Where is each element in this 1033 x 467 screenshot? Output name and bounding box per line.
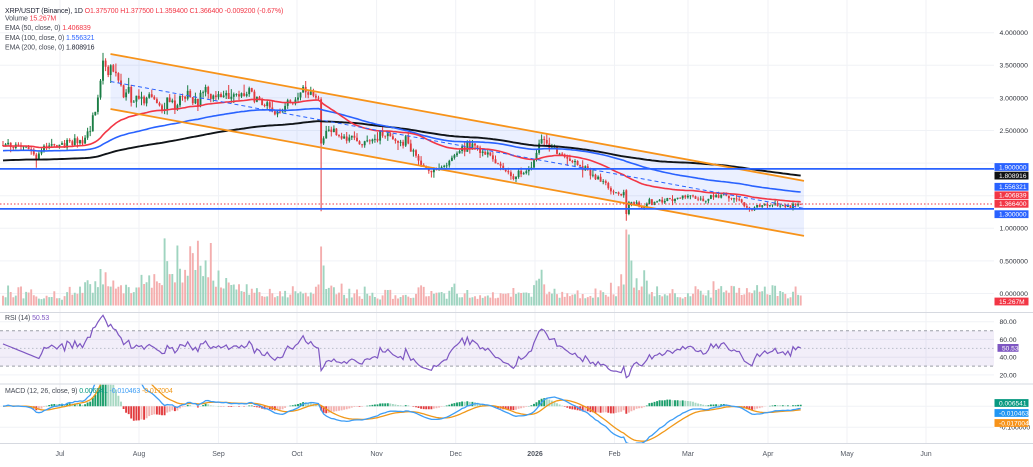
svg-text:15.267M: 15.267M (999, 299, 1025, 306)
svg-text:Oct: Oct (292, 451, 303, 458)
svg-text:1.000000: 1.000000 (1000, 226, 1029, 233)
svg-text:Volume 15.267M: Volume 15.267M (5, 16, 56, 23)
svg-text:Mar: Mar (682, 451, 695, 458)
svg-text:May: May (840, 451, 854, 458)
svg-text:0.000000: 0.000000 (1000, 291, 1029, 298)
svg-text:3.000000: 3.000000 (1000, 95, 1029, 102)
svg-text:Sep: Sep (212, 451, 225, 458)
svg-text:EMA (100, close, 0) 1.556321: EMA (100, close, 0) 1.556321 (5, 35, 95, 42)
svg-text:1.300000: 1.300000 (999, 212, 1027, 219)
svg-text:1.406839: 1.406839 (999, 193, 1027, 200)
svg-text:Apr: Apr (763, 451, 775, 458)
svg-text:Jul: Jul (56, 451, 65, 458)
svg-text:1.556321: 1.556321 (999, 184, 1027, 191)
svg-text:0.006541: 0.006541 (999, 400, 1027, 407)
svg-text:-0.010463: -0.010463 (999, 410, 1029, 417)
svg-text:-0.100000: -0.100000 (1000, 425, 1031, 432)
svg-text:1.808916: 1.808916 (999, 173, 1027, 180)
svg-text:Dec: Dec (449, 451, 462, 458)
svg-text:-0.017004: -0.017004 (999, 420, 1029, 427)
svg-text:2026: 2026 (527, 451, 543, 458)
svg-text:Jun: Jun (920, 451, 931, 458)
svg-text:3.500000: 3.500000 (1000, 63, 1029, 70)
svg-text:40.00: 40.00 (1000, 355, 1017, 362)
svg-text:Aug: Aug (133, 451, 146, 458)
svg-text:Nov: Nov (370, 451, 383, 458)
svg-text:80.00: 80.00 (1000, 319, 1017, 326)
svg-text:4.000000: 4.000000 (1000, 30, 1029, 37)
svg-text:RSI (14) 50.53: RSI (14) 50.53 (5, 315, 49, 322)
svg-text:2.500000: 2.500000 (1000, 128, 1029, 135)
svg-text:50.53: 50.53 (1002, 345, 1019, 352)
svg-text:MACD (12, 26, close, 9) 0.0065: MACD (12, 26, close, 9) 0.006541 -0.0104… (5, 388, 173, 395)
svg-text:1.366400: 1.366400 (999, 201, 1027, 208)
svg-text:XRP/USDT (Binance), 1D O1.3757: XRP/USDT (Binance), 1D O1.375700 H1.3775… (5, 8, 283, 15)
svg-text:1.900000: 1.900000 (999, 164, 1027, 171)
svg-text:60.00: 60.00 (1000, 337, 1017, 344)
svg-text:Feb: Feb (608, 451, 620, 458)
svg-text:EMA (50, close, 0) 1.406839: EMA (50, close, 0) 1.406839 (5, 25, 91, 32)
svg-text:0.500000: 0.500000 (1000, 258, 1029, 265)
svg-text:20.00: 20.00 (1000, 372, 1017, 379)
svg-text:EMA (200, close, 0) 1.808916: EMA (200, close, 0) 1.808916 (5, 44, 95, 51)
